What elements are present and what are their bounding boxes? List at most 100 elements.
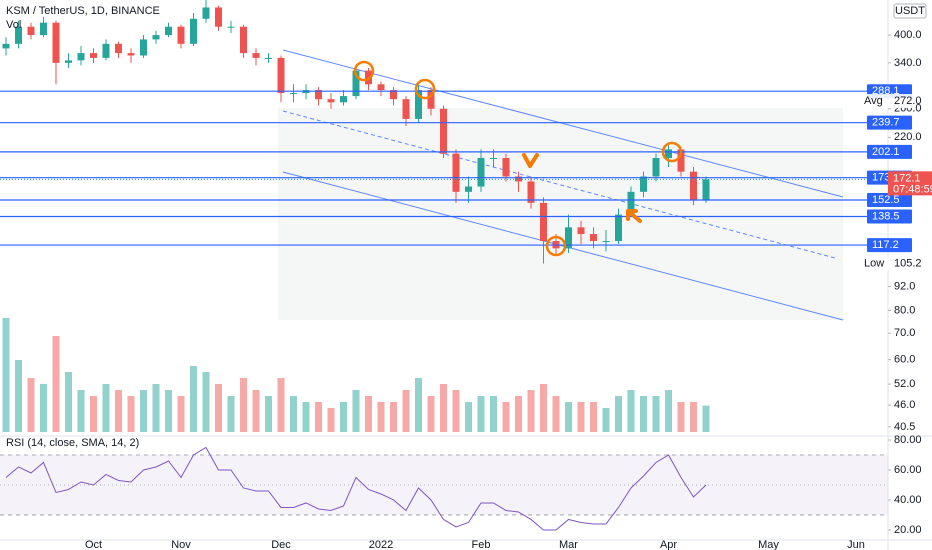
marker-value: 272.0 <box>894 95 922 107</box>
level-label: 239.7 <box>872 117 900 129</box>
rsi-line <box>5 446 707 531</box>
level-box <box>867 193 912 208</box>
volume-bar <box>215 384 222 432</box>
level-box <box>867 238 912 253</box>
candle-body <box>415 90 422 119</box>
candle-body <box>540 202 547 242</box>
volume-bar <box>40 384 47 432</box>
x-tick-label: Oct <box>85 539 102 550</box>
candle-body <box>77 53 85 61</box>
volume-bar <box>177 396 185 432</box>
candle-body <box>677 149 685 172</box>
volume-label: Vol <box>6 19 21 31</box>
candle-body <box>490 157 497 159</box>
candle-body <box>440 108 447 154</box>
candle-body <box>115 43 122 54</box>
candle-body <box>190 18 197 44</box>
candle-body <box>665 149 672 158</box>
y-tick-label: 46.0 <box>894 399 915 411</box>
rsi-tick-label: 20.00 <box>894 524 922 536</box>
volume-bar <box>390 402 397 432</box>
volume-bar <box>127 396 135 432</box>
volume-bar <box>490 396 497 432</box>
rsi-tick-label: 60.00 <box>894 464 922 476</box>
level-label: 152.5 <box>872 194 900 206</box>
volume-bar <box>427 396 435 432</box>
candle-body <box>590 234 597 242</box>
volume-bar <box>140 390 147 432</box>
x-tick-label: Apr <box>660 539 677 550</box>
plot <box>0 0 888 531</box>
candle-body <box>340 96 347 103</box>
candle-body <box>390 90 397 100</box>
candle-body <box>465 186 472 192</box>
candle-body <box>240 26 247 54</box>
highlight-circle <box>353 60 375 82</box>
arrow-down <box>522 153 539 168</box>
candle-body <box>615 214 622 242</box>
volume-bar <box>652 396 660 432</box>
volume-bar <box>677 402 685 432</box>
axis: 400.0340.0260.0220.092.080.070.060.052.0… <box>85 29 932 550</box>
volume-bar <box>15 360 22 432</box>
chart-title: KSM / TetherUS, 1D, BINANCE <box>6 5 160 17</box>
highlight-circle <box>414 78 436 100</box>
candle-body <box>502 157 510 177</box>
volume-bar <box>465 402 472 432</box>
volume-bar <box>327 408 335 432</box>
y-tick-label: 400.0 <box>894 29 922 41</box>
candle-body <box>52 22 60 63</box>
candle-body <box>527 181 535 203</box>
candle-body <box>252 53 260 58</box>
volume-bar <box>252 390 260 432</box>
y-tick-label: 340.0 <box>894 57 922 69</box>
candle-body <box>452 153 460 192</box>
volume-bar <box>365 396 372 432</box>
currency-box <box>893 3 927 19</box>
rsi-tick-label: 80.00 <box>894 434 922 446</box>
last-price-box <box>888 171 932 196</box>
candle-body <box>15 26 22 44</box>
candle-body <box>65 60 72 63</box>
level-box <box>867 115 912 130</box>
countdown: 07:48:59 <box>893 183 932 195</box>
volume-bar <box>115 390 122 432</box>
currency: USDT <box>895 5 925 17</box>
marker-box <box>860 256 912 271</box>
volume-bar <box>290 396 297 432</box>
highlight-circle <box>545 235 567 257</box>
level-label: 138.5 <box>872 210 900 222</box>
candle-body <box>640 176 647 192</box>
x-tick-label: May <box>758 539 779 550</box>
candle-body <box>290 93 297 95</box>
candle-body <box>627 191 635 215</box>
volume-bar <box>27 378 35 432</box>
volume-bar <box>165 390 172 432</box>
x-tick-label: Feb <box>472 539 491 550</box>
candle-body <box>402 99 410 119</box>
highlight-circle <box>661 141 683 163</box>
candle-body <box>215 7 222 27</box>
volume-bar <box>602 408 610 432</box>
candle-body <box>702 179 710 201</box>
candle-body <box>152 35 160 40</box>
volume-bar <box>540 384 547 432</box>
candle-body <box>327 99 335 103</box>
volume-bar <box>240 378 247 432</box>
volume-bar <box>415 378 422 432</box>
level-label: 117.2 <box>872 239 899 251</box>
volume-bar <box>552 396 560 432</box>
volume-bar <box>315 402 322 432</box>
rsi-tick-label: 40.00 <box>894 494 922 506</box>
level-box <box>867 209 912 224</box>
candle-body <box>90 53 97 58</box>
x-tick-label: Dec <box>271 539 291 550</box>
volume-bar <box>665 390 672 432</box>
volume-bar <box>2 318 10 432</box>
volume-bar <box>440 384 447 432</box>
volume-bar <box>227 396 235 432</box>
y-tick-label: 80.0 <box>894 304 915 316</box>
candle-body <box>690 171 697 201</box>
y-tick-label: 70.0 <box>894 327 915 339</box>
